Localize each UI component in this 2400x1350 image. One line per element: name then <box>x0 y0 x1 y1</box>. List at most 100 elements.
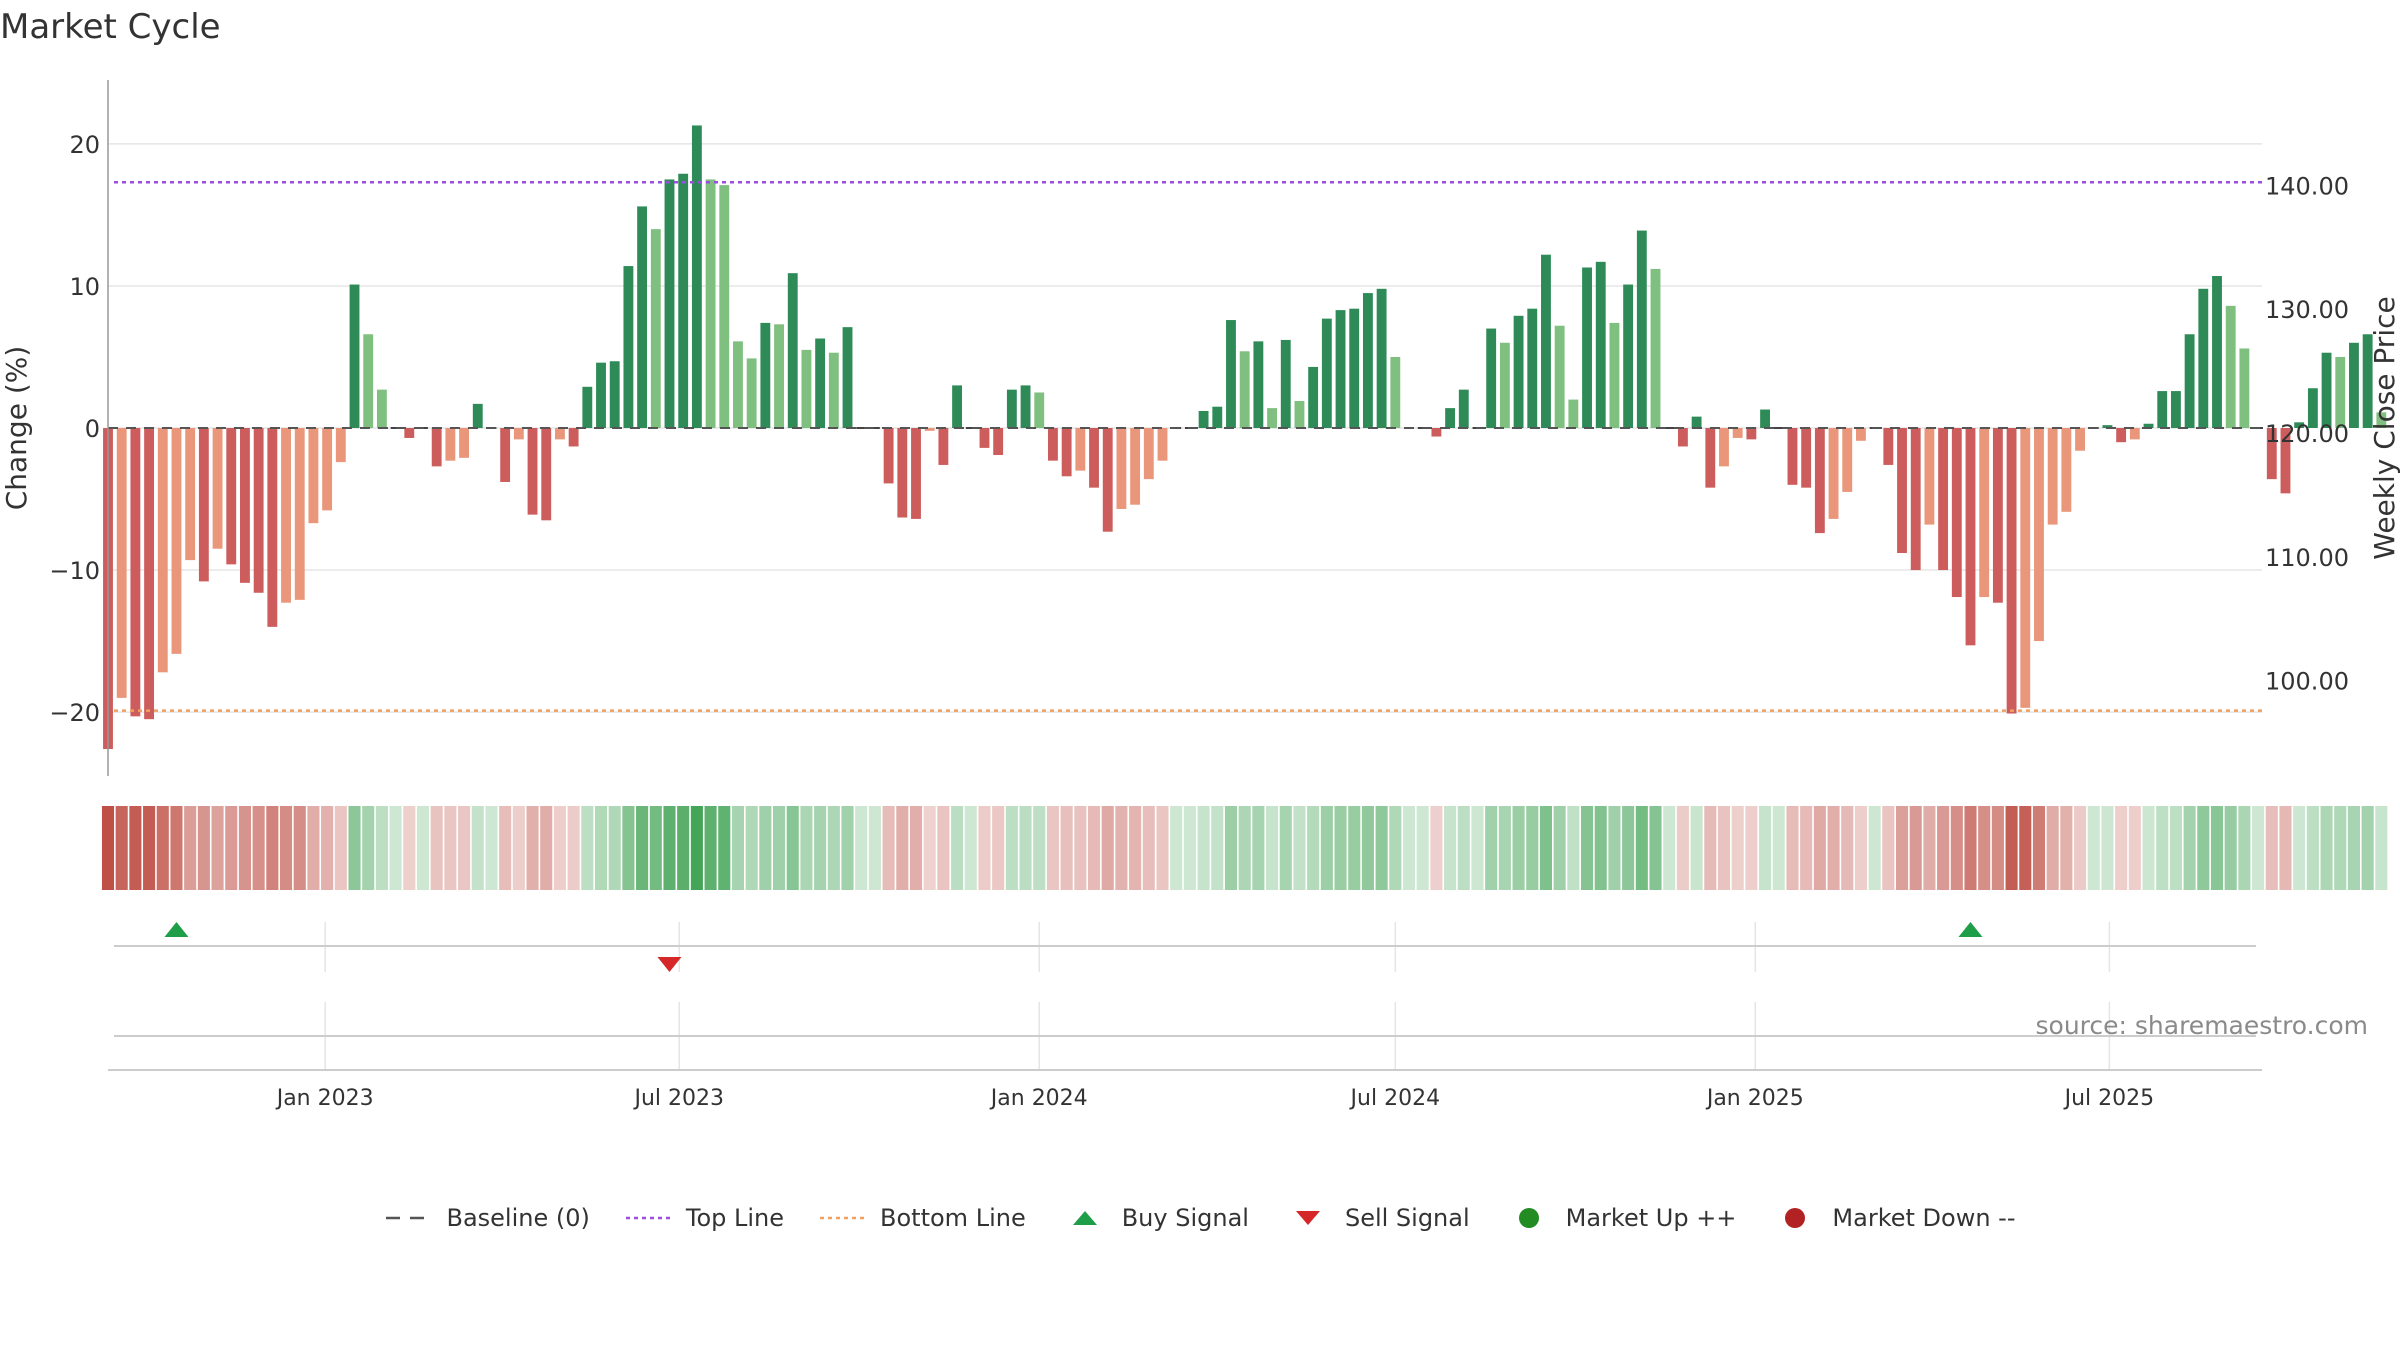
strip-cell <box>1690 806 1703 890</box>
strip-cell <box>1622 806 1635 890</box>
strip-cell <box>1444 806 1457 890</box>
strip-cell <box>2279 806 2292 890</box>
bar <box>815 338 826 428</box>
bar <box>1143 428 1154 480</box>
bar <box>157 428 168 673</box>
strip-cell <box>581 806 594 890</box>
strip-cell <box>731 806 745 890</box>
strip-cell <box>800 806 813 890</box>
axes: −20 −10 0 10 20 100.00 110.00 120.00 130.00 140.0… <box>49 80 2349 1111</box>
bar <box>527 428 538 515</box>
dash-line-icon <box>384 1206 434 1230</box>
y2-axis-label: Weekly Close Price <box>2368 296 2400 559</box>
strip-cell <box>1224 806 1238 890</box>
strip-cell <box>1115 806 1128 890</box>
strip-cell <box>2375 806 2388 890</box>
bar <box>1541 254 1551 428</box>
bar <box>1760 409 1771 428</box>
strip-cell <box>841 806 854 890</box>
x-tick-label: Jul 2024 <box>1349 1086 1441 1111</box>
strip-cell <box>1457 806 1470 890</box>
bar <box>2266 428 2277 480</box>
bar <box>2034 428 2044 642</box>
bar <box>1773 427 1784 429</box>
strip-cell <box>1772 806 1785 890</box>
bar <box>267 428 278 627</box>
strip-cell <box>293 806 306 890</box>
bar <box>897 428 908 518</box>
strip-cell <box>416 806 430 890</box>
strip-cell <box>964 806 977 890</box>
bar <box>993 428 1004 455</box>
strip-cell <box>2005 806 2018 890</box>
strip-cell <box>2224 806 2237 890</box>
x-tick-label: Jan 2024 <box>989 1086 1088 1111</box>
strip-cell <box>1142 806 1155 890</box>
strip-cell <box>526 806 539 890</box>
bar <box>2143 423 2154 428</box>
bar <box>924 428 935 431</box>
strip-cell <box>1498 806 1511 890</box>
strip-cell <box>896 806 909 890</box>
strip-cell <box>677 806 690 890</box>
y-tick-label: −10 <box>49 557 100 585</box>
bar <box>1595 261 1606 428</box>
strip-cell <box>2115 806 2128 890</box>
bar <box>185 428 196 561</box>
bar <box>1006 389 1017 428</box>
strip-cell <box>1293 806 1306 890</box>
bar <box>130 428 141 717</box>
strip-cell <box>1868 806 1881 890</box>
bar <box>869 427 880 429</box>
bar <box>1828 428 1839 519</box>
strip-cell <box>321 806 334 890</box>
strip-cell <box>1416 806 1429 890</box>
bar <box>1321 318 1332 428</box>
strip-cell <box>348 806 361 890</box>
strip-cell <box>143 806 156 890</box>
bar <box>116 428 127 698</box>
bar <box>650 229 661 428</box>
strip-cell <box>2197 806 2210 890</box>
bar <box>1034 392 1045 428</box>
bar <box>1089 428 1099 488</box>
strip-cell <box>389 806 402 890</box>
strip-cell <box>252 806 265 890</box>
bar <box>596 362 606 428</box>
bar <box>376 389 387 428</box>
bar <box>445 428 456 461</box>
bar <box>1883 428 1894 465</box>
strip-cell <box>1238 806 1251 890</box>
bar <box>1582 267 1592 428</box>
bar <box>390 427 401 429</box>
change-bars <box>103 125 2387 750</box>
strip-cell <box>937 806 950 890</box>
strip-cell <box>540 806 553 890</box>
y2-tick-label: 100.00 <box>2265 668 2349 696</box>
strip-cell <box>608 806 621 890</box>
bar <box>774 324 784 428</box>
bar <box>1458 389 1469 428</box>
strip-cell <box>992 806 1005 890</box>
bar <box>1664 427 1675 429</box>
strip-cell <box>786 806 799 890</box>
bar <box>335 428 346 463</box>
bar <box>1431 428 1442 437</box>
strip-cell <box>772 806 786 890</box>
y2-tick-label: 130.00 <box>2265 296 2349 324</box>
bar <box>240 428 250 583</box>
bar <box>705 179 716 428</box>
bar <box>1636 230 1647 428</box>
bar <box>2006 428 2017 714</box>
bar <box>198 428 209 582</box>
bar <box>2116 428 2127 443</box>
bar <box>733 341 743 428</box>
strip-cell <box>2101 806 2114 890</box>
legend-label: Sell Signal <box>1344 1204 1470 1232</box>
bar <box>1924 428 1935 525</box>
dotted-line-icon <box>624 1206 674 1230</box>
bar <box>1787 428 1798 485</box>
strip-cell <box>690 806 703 890</box>
bar <box>1842 428 1853 492</box>
strip-cell <box>1526 806 1539 890</box>
